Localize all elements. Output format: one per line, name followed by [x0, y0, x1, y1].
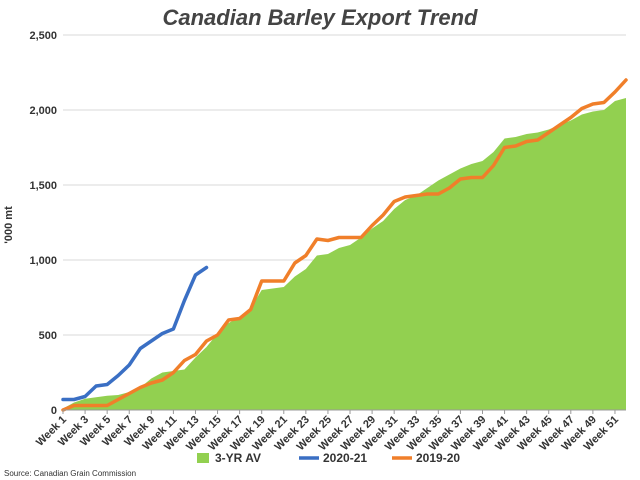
series-area-3yr-av: [63, 98, 626, 410]
legend-swatch: [197, 453, 209, 463]
y-tick-label: 500: [39, 330, 57, 342]
y-tick-label: 2,000: [29, 105, 57, 117]
line-layer: [61, 78, 628, 412]
legend: 3-YR AV 2020-21 2019-20: [197, 451, 460, 465]
legend-label: 2020-21: [323, 451, 367, 465]
y-tick-label: 1,500: [29, 180, 57, 192]
y-tick-label: 1,000: [29, 255, 57, 267]
y-axis-label: '000 mt: [3, 206, 15, 244]
source-note: Source: Canadian Grain Commission: [4, 469, 136, 478]
chart-title: Canadian Barley Export Trend: [162, 5, 478, 30]
legend-label: 3-YR AV: [215, 451, 261, 465]
area-layer: [63, 98, 626, 410]
legend-label: 2019-20: [416, 451, 460, 465]
y-tick-label: 2,500: [29, 30, 57, 42]
series-line-2019-20: [61, 78, 628, 412]
series-line-2020-21: [61, 265, 209, 402]
y-tick-label: 0: [51, 405, 57, 417]
